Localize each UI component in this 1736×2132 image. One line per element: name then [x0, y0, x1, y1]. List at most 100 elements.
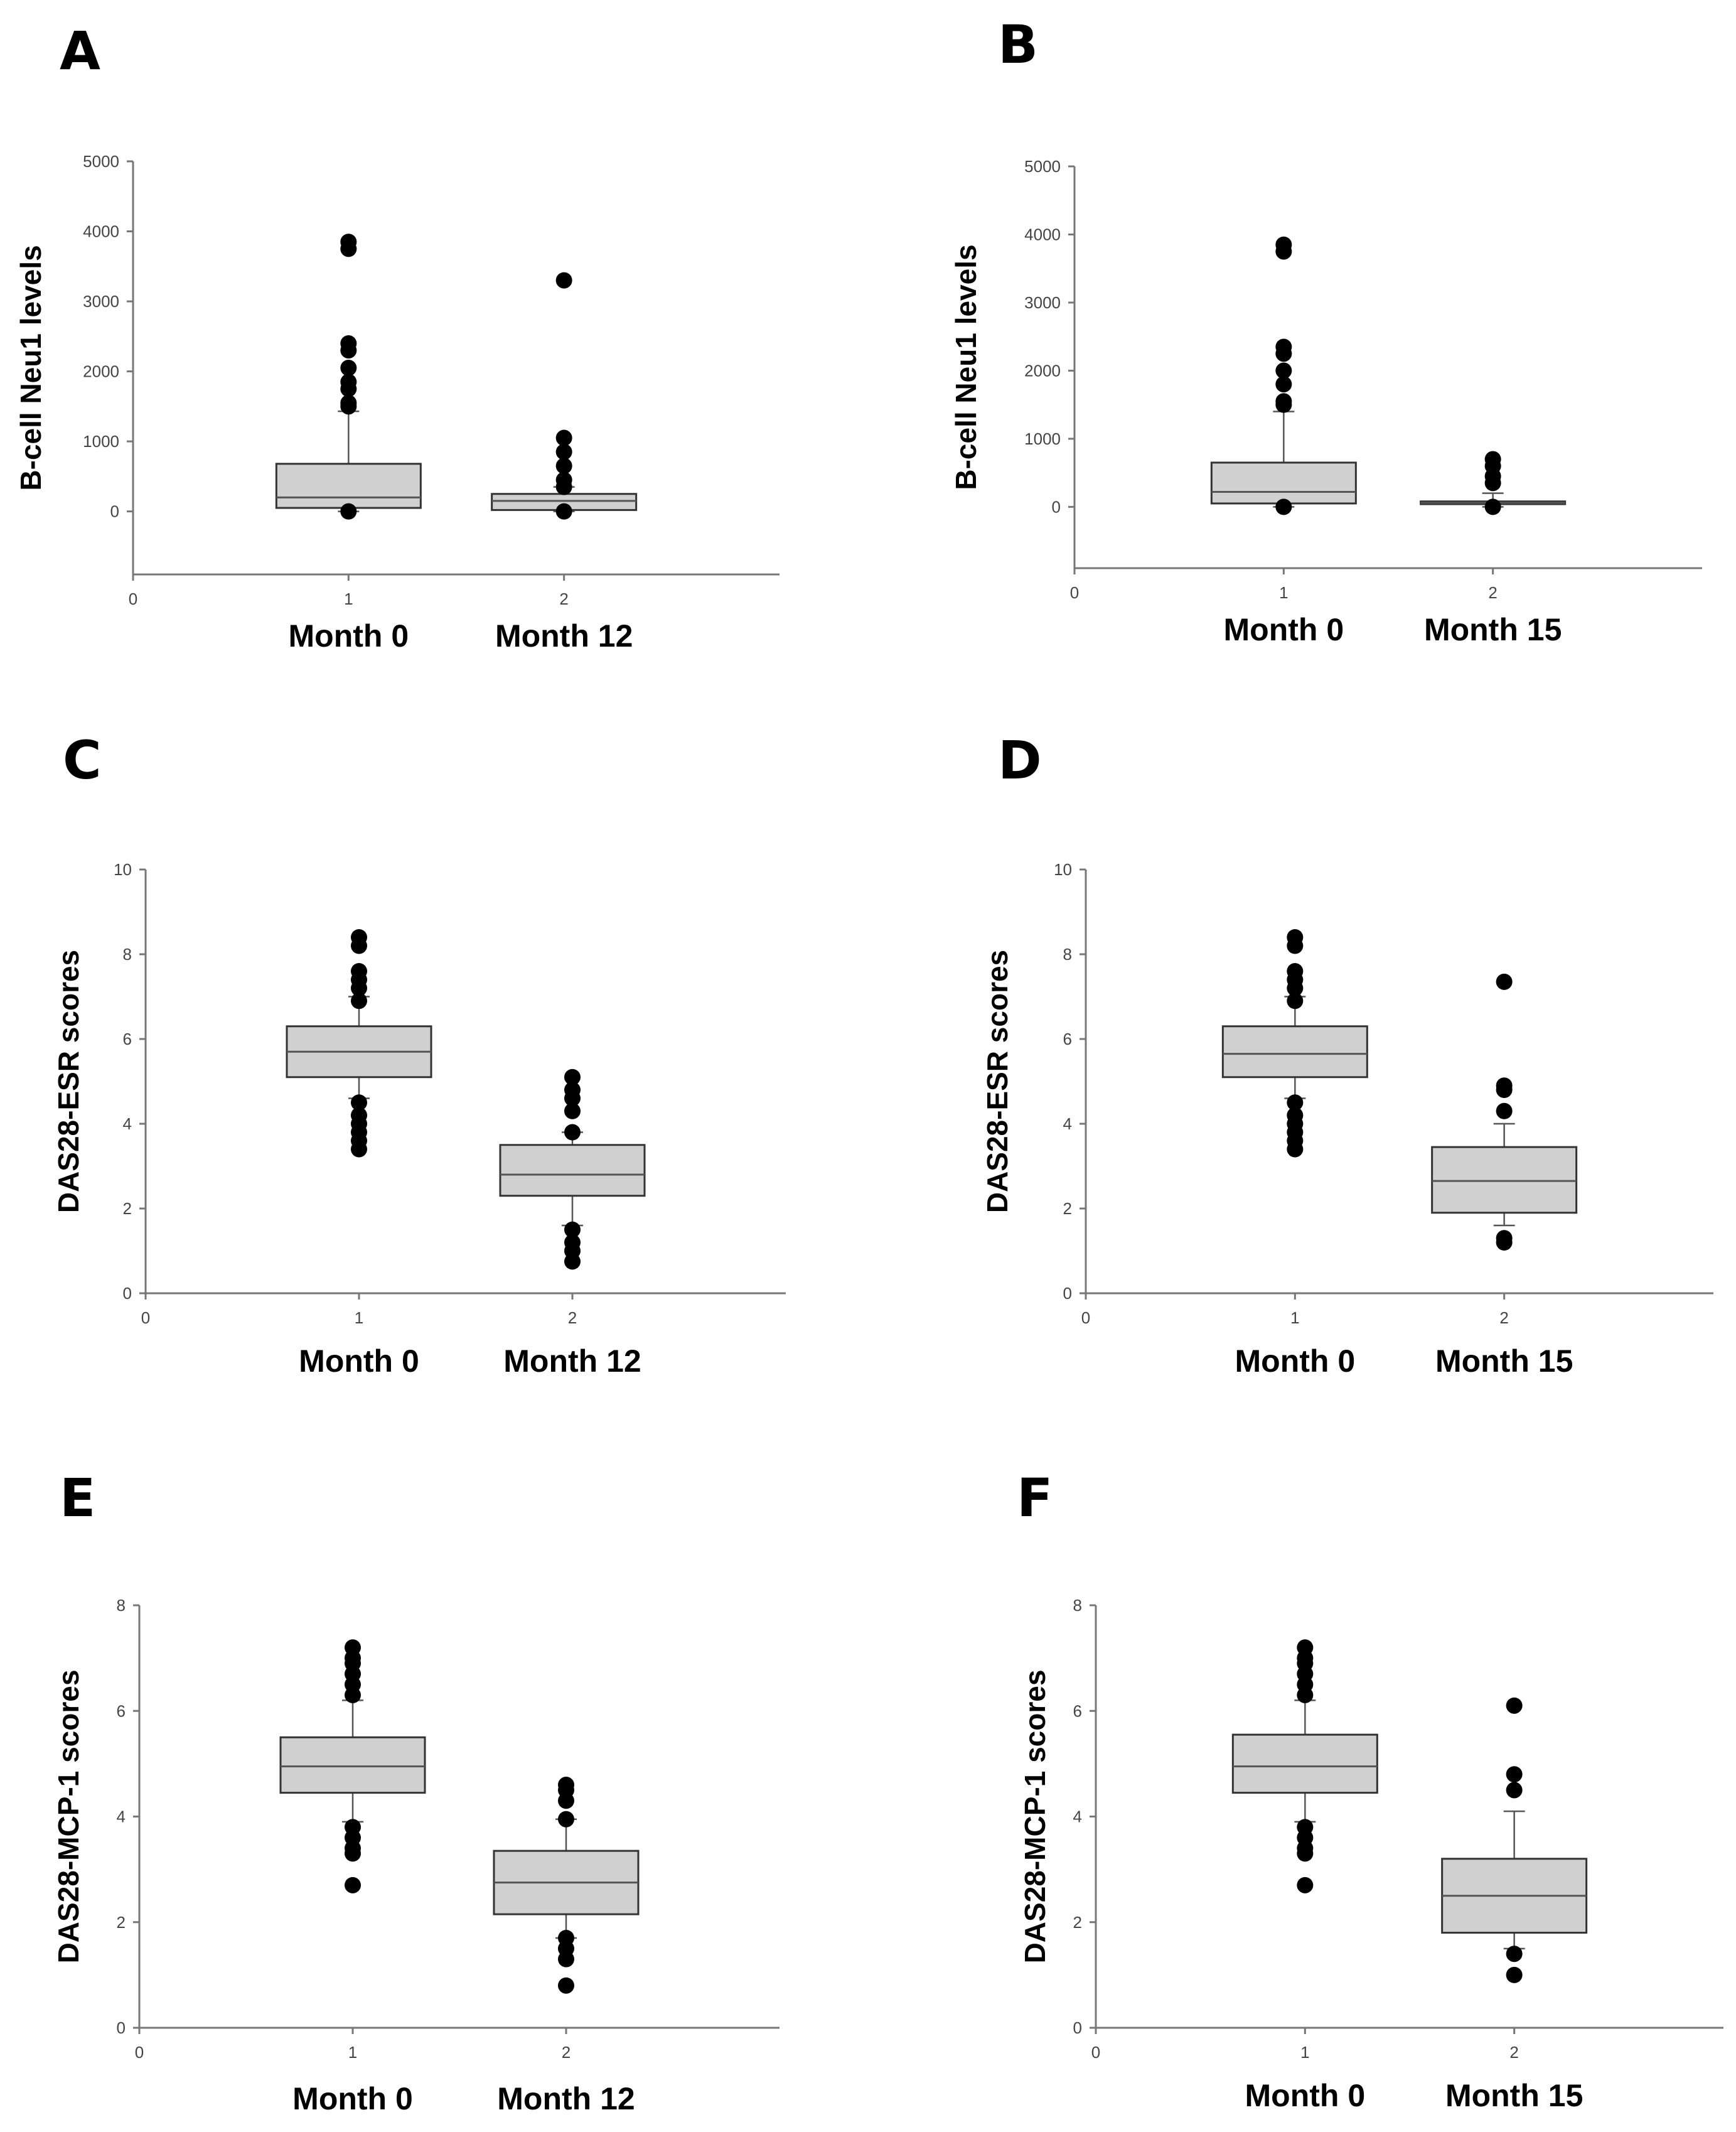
y-tick-label: 6: [1063, 1030, 1072, 1048]
outlier-point: [555, 471, 572, 488]
x-tick-label: 2: [559, 590, 568, 608]
outlier-point: [555, 458, 572, 475]
y-tick-label: 0: [1052, 497, 1061, 516]
outlier-point: [340, 503, 357, 520]
outlier-point: [1275, 376, 1292, 393]
outlier-point: [340, 394, 357, 411]
outlier-point: [345, 1819, 361, 1836]
outlier-point: [1506, 1782, 1523, 1799]
y-tick-label: 0: [110, 502, 119, 521]
x-tick-label: 1: [355, 1308, 363, 1327]
y-tick-label: 1000: [83, 432, 119, 451]
x-tick-label: 1: [1279, 583, 1288, 602]
box: [275, 463, 422, 509]
outlier-point: [1496, 973, 1513, 990]
y-tick-label: 0: [117, 2018, 126, 2037]
outlier-point: [345, 1639, 361, 1656]
outlier-point: [1506, 1946, 1523, 1962]
y-tick-label: 2: [123, 1199, 132, 1218]
y-tick-label: 3000: [83, 292, 119, 311]
x-tick-label: 0: [1070, 583, 1079, 602]
box-group: [1221, 929, 1368, 1158]
panel-label: E: [60, 1467, 95, 1529]
box-group: [499, 1069, 646, 1270]
outlier-point: [1287, 1107, 1304, 1124]
panel-e: E 0 2 4 6 8 0 1 2 DAS28-MCP-1 scores Month 0 Month …: [52, 1467, 780, 2116]
y-tick-label: 4: [1073, 1807, 1082, 1826]
outlier-point: [1506, 1697, 1523, 1714]
outlier-point: [340, 374, 357, 390]
panel-c: C 0 2 4 6 8 10 0 1 2 DAS28-ESR scores Month 0 Month …: [52, 730, 786, 1379]
y-tick-label: 2: [117, 1913, 126, 1932]
x-tick-label: 2: [562, 2043, 571, 2062]
outlier-point: [564, 1221, 581, 1238]
outlier-point: [558, 1977, 574, 1994]
x-tick-label: 0: [135, 2043, 144, 2062]
y-axis-label: B-cell Neu1 levels: [14, 245, 47, 490]
outlier-point: [1506, 1966, 1523, 1983]
panel-label: B: [998, 14, 1038, 75]
x-tick-label: 2: [1499, 1308, 1508, 1327]
x-tick-label: 2: [568, 1308, 577, 1327]
outlier-point: [555, 503, 572, 520]
y-tick-label: 2: [1073, 1913, 1082, 1932]
panel-label: C: [63, 730, 102, 791]
outlier-point: [1275, 236, 1292, 253]
box: [1431, 1146, 1578, 1214]
y-tick-label: 0: [1073, 2018, 1082, 2037]
outlier-point: [555, 443, 572, 460]
group-label: Month 12: [503, 1343, 641, 1379]
x-tick-label: 2: [1488, 583, 1497, 602]
outlier-point: [351, 929, 367, 945]
box-group: [1231, 1639, 1378, 1893]
group-label: Month 12: [495, 618, 633, 654]
outlier-point: [351, 993, 367, 1009]
y-tick-label: 10: [1054, 860, 1072, 879]
outlier-point: [1496, 1230, 1513, 1247]
outlier-point: [340, 234, 357, 250]
group-label: Month 0: [1245, 2078, 1366, 2113]
x-tick-label: 2: [1509, 2043, 1518, 2062]
group-label: Month 0: [289, 618, 409, 654]
x-tick-label: 1: [1290, 1308, 1299, 1327]
group-label: Month 0: [1224, 612, 1344, 647]
group-label: Month 12: [497, 2081, 635, 2116]
outlier-point: [1275, 393, 1292, 410]
y-tick-label: 5000: [1024, 157, 1061, 176]
outlier-point: [1506, 1766, 1523, 1783]
group-label: Month 15: [1435, 1343, 1573, 1379]
group-label: Month 0: [1235, 1343, 1356, 1379]
outlier-point: [558, 1929, 574, 1946]
box-group: [286, 929, 432, 1158]
y-tick-label: 8: [123, 945, 132, 964]
y-tick-label: 4: [123, 1114, 132, 1133]
y-tick-label: 4: [1063, 1114, 1072, 1133]
y-axis-label: DAS28-ESR scores: [52, 950, 85, 1213]
y-tick-label: 6: [117, 1701, 126, 1720]
y-axis-label: DAS28-MCP-1 scores: [1019, 1670, 1051, 1964]
box: [1210, 461, 1357, 505]
box-group: [1210, 236, 1357, 515]
outlier-point: [1287, 993, 1304, 1009]
outlier-point: [555, 272, 572, 289]
box-group: [1431, 973, 1578, 1251]
outlier-point: [340, 335, 357, 352]
panel-f: F 0 2 4 6 8 0 1 2 DAS28-MCP-1 scores Month 0 Month …: [1017, 1467, 1723, 2113]
panel-label: A: [60, 20, 100, 82]
outlier-point: [351, 963, 367, 979]
outlier-point: [558, 1777, 574, 1794]
panel-label: F: [1017, 1467, 1053, 1529]
y-tick-label: 1000: [1024, 429, 1061, 448]
panel-label: D: [998, 730, 1042, 791]
outlier-point: [1287, 963, 1304, 979]
outlier-point: [564, 1102, 581, 1119]
y-tick-label: 5000: [83, 152, 119, 171]
x-tick-label: 0: [1081, 1308, 1090, 1327]
y-tick-label: 4000: [1024, 225, 1061, 244]
group-label: Month 15: [1424, 612, 1562, 647]
outlier-point: [1496, 1077, 1513, 1094]
outlier-point: [1287, 929, 1304, 945]
box-group: [493, 1777, 640, 1994]
outlier-point: [555, 429, 572, 446]
